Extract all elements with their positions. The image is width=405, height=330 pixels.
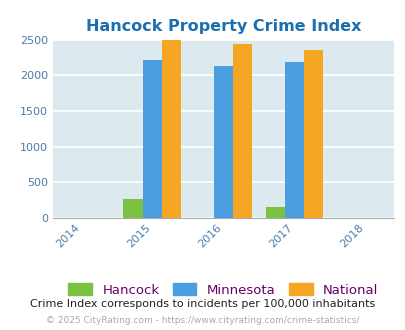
Bar <box>123 199 142 218</box>
Legend: Hancock, Minnesota, National: Hancock, Minnesota, National <box>63 278 383 302</box>
Title: Hancock Property Crime Index: Hancock Property Crime Index <box>85 19 360 34</box>
Bar <box>142 60 162 218</box>
Text: Crime Index corresponds to incidents per 100,000 inhabitants: Crime Index corresponds to incidents per… <box>30 299 375 309</box>
Bar <box>284 62 303 218</box>
Bar <box>213 66 232 218</box>
Bar <box>162 40 181 218</box>
Bar <box>265 207 284 218</box>
Bar <box>232 44 252 218</box>
Bar <box>303 50 322 218</box>
Text: © 2025 CityRating.com - https://www.cityrating.com/crime-statistics/: © 2025 CityRating.com - https://www.city… <box>46 316 359 325</box>
